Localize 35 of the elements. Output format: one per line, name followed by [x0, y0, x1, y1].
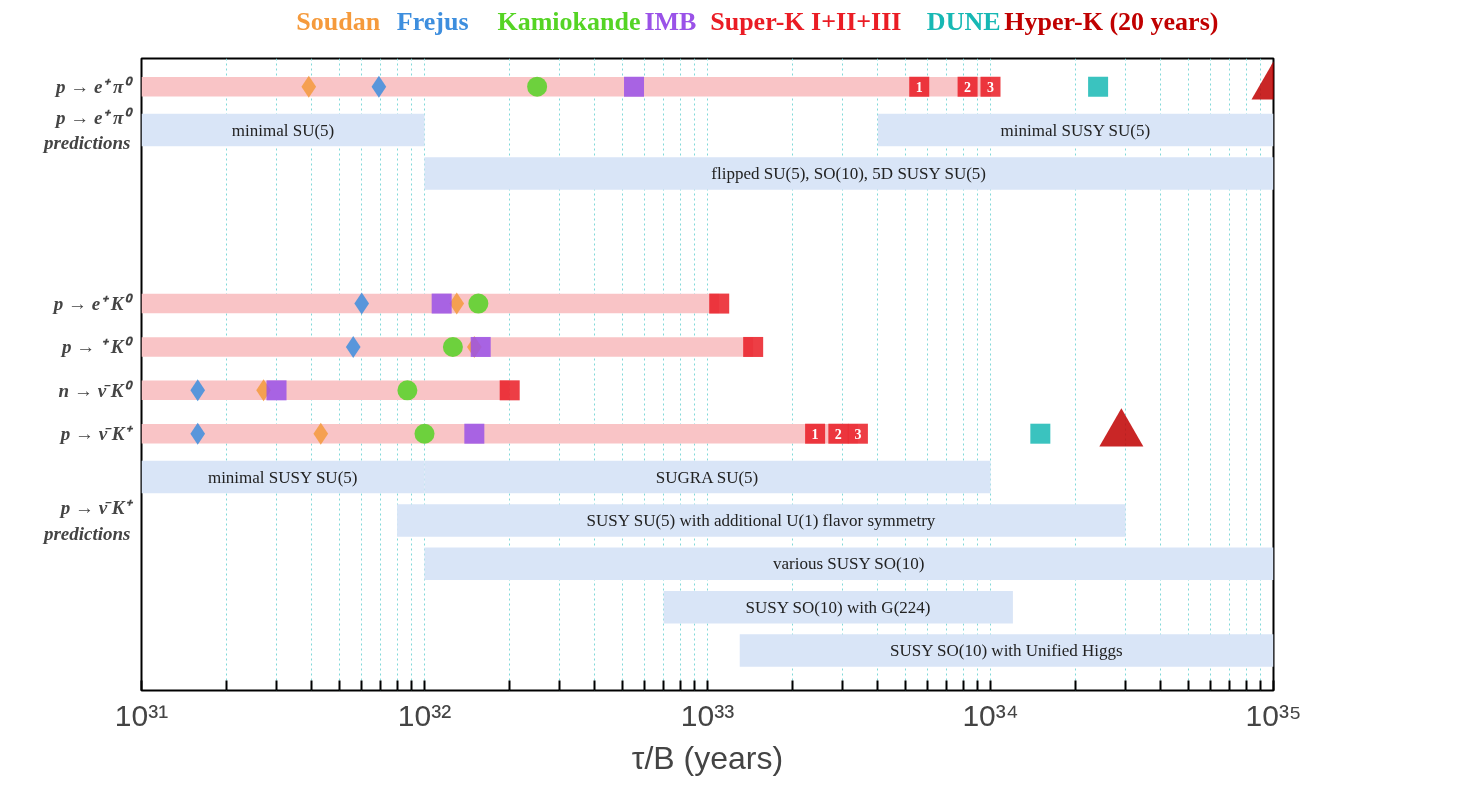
x-axis-title: τ/B (years): [631, 739, 784, 776]
series-label: Super-K I+II+III: [710, 7, 902, 36]
y-tick-label: p → e⁺ K⁰: [51, 293, 135, 315]
annotation: 1: [915, 79, 923, 95]
series-label: Soudan: [296, 7, 381, 36]
y-tick-label: p → e⁺ π⁰: [53, 76, 135, 98]
annotation: 2: [834, 426, 842, 442]
annotation: 3: [854, 426, 862, 442]
x-tick-label: 10³¹: [114, 698, 169, 732]
x-tick-label: 10³²: [397, 698, 452, 732]
y-tick-label: p → e⁺ π⁰ predictions: [41, 106, 135, 154]
x-tick-label: 10³⁴: [962, 698, 1019, 732]
y-tick-label: p → ⁺ K⁰: [60, 336, 135, 358]
x-tick-label: 10³³: [680, 698, 735, 732]
series-label: Frejus: [396, 7, 469, 36]
data-label: SUSY SO(10) with G(224): [745, 597, 931, 617]
y-tick-label: n → ν̄ K⁰: [58, 379, 135, 401]
data-label: various SUSY SO(10): [772, 554, 925, 574]
annotation: 2: [964, 79, 972, 95]
annotation: 1: [811, 426, 819, 442]
data-label: flipped SU(5), SO(10), 5D SUSY SU(5): [711, 163, 987, 183]
y-tick-label: p → ν̄ K⁺ predictions: [41, 497, 135, 544]
data-label: minimal SU(5): [231, 120, 335, 140]
data-label: minimal SUSY SU(5): [207, 467, 358, 487]
annotation: 3: [987, 79, 994, 95]
data-label: minimal SUSY SU(5): [1000, 120, 1151, 140]
text: Kamiokande: [497, 7, 641, 36]
data-label: SUSY SO(10) with Unified Higgs: [889, 641, 1123, 661]
text: DUNE: [926, 7, 1001, 36]
x-tick-label: 10³⁵: [1245, 698, 1302, 732]
data-label: SUSY SU(5) with additional U(1) flavor symmetry: [586, 510, 936, 530]
data-label: SUGRA SU(5): [655, 467, 759, 487]
series-label: IMB: [644, 7, 697, 36]
y-tick-label: p → ν̄ K⁺: [58, 423, 135, 445]
text: Hyper-K (20 years): [1004, 7, 1219, 36]
